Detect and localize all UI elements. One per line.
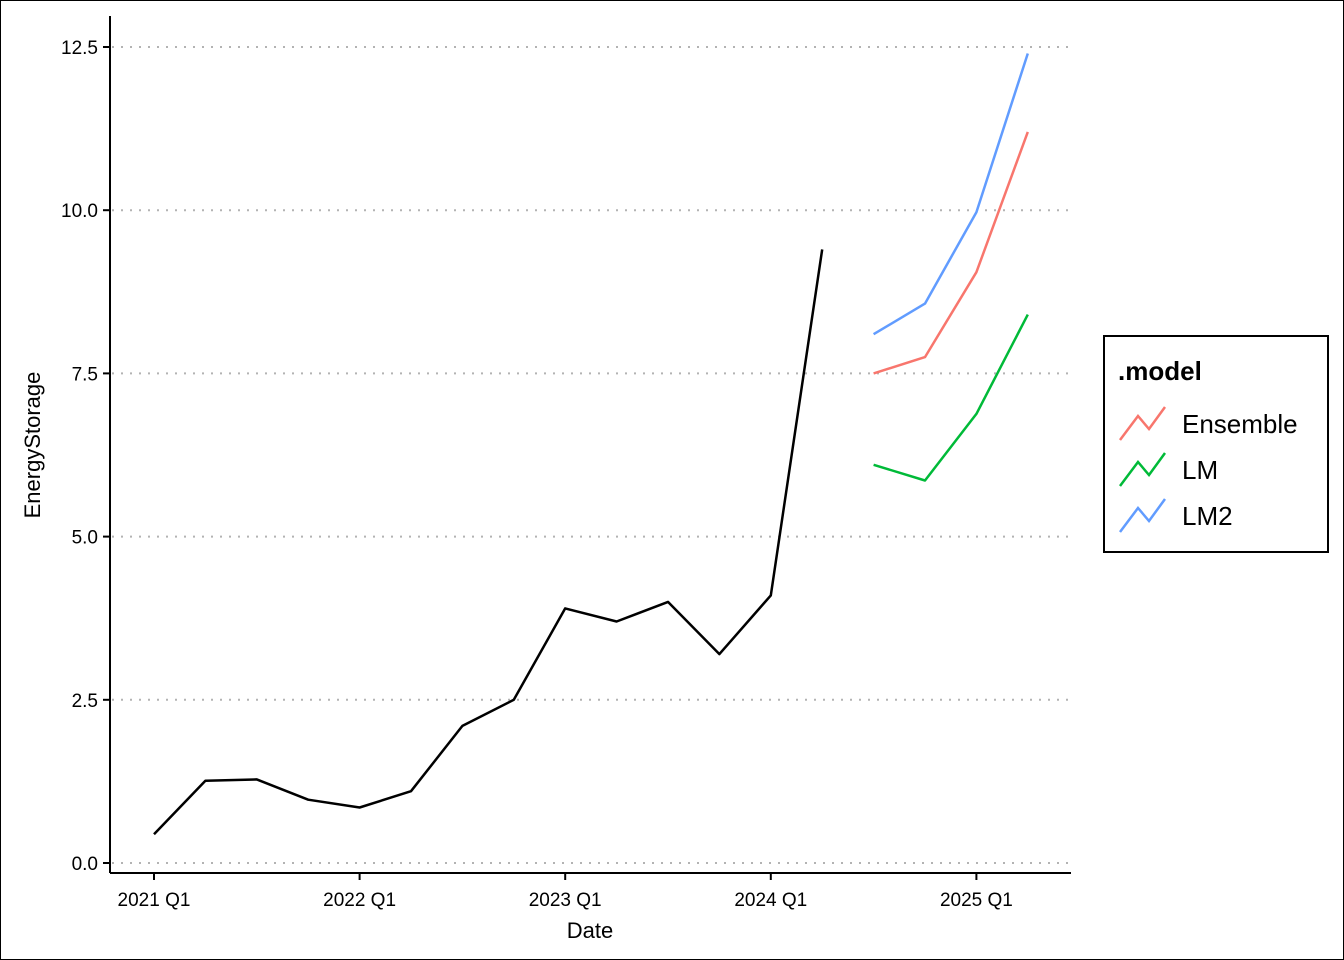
grid-lines [112,46,1071,864]
axes [109,16,1071,874]
series-line-ensemble [873,131,1029,375]
x-axis-title: Date [567,918,613,943]
y-tick-label: 0.0 [72,854,98,875]
y-tick-label: 7.5 [72,364,98,385]
legend-key-lm [1119,452,1167,487]
legend-entries: Ensemble LM LM2 [1119,406,1298,533]
legend-label-lm2: LM2 [1182,501,1233,531]
x-tick-label: 2022 Q1 [323,890,396,911]
legend-box [1103,335,1329,553]
series-line-lm2 [872,53,1029,336]
x-tick-label: 2023 Q1 [529,890,602,911]
y-tick-label: 12.5 [61,38,98,59]
legend-title: .model [1118,356,1202,386]
legend-label-ensemble: Ensemble [1182,409,1298,439]
y-tick-label: 2.5 [72,691,98,712]
y-axis-title: EnergyStorage [20,372,45,519]
series-layer [153,53,1029,836]
series-line-observed [153,249,824,836]
x-ticks: 2021 Q1 2022 Q1 2023 Q1 2024 Q1 2025 Q1 [118,873,1013,911]
legend: .model Ensemble LM LM2 [1103,335,1329,553]
y-ticks: 0.0 2.5 5.0 7.5 10.0 12.5 [61,38,110,875]
legend-key-lm2 [1119,498,1167,533]
series-line-lm [873,314,1029,482]
x-tick-label: 2021 Q1 [118,890,191,911]
legend-label-lm: LM [1182,455,1218,485]
x-tick-label: 2024 Q1 [734,890,807,911]
x-tick-label: 2025 Q1 [940,890,1013,911]
y-tick-label: 10.0 [61,201,98,222]
y-tick-label: 5.0 [72,528,98,549]
legend-key-ensemble [1119,406,1167,441]
